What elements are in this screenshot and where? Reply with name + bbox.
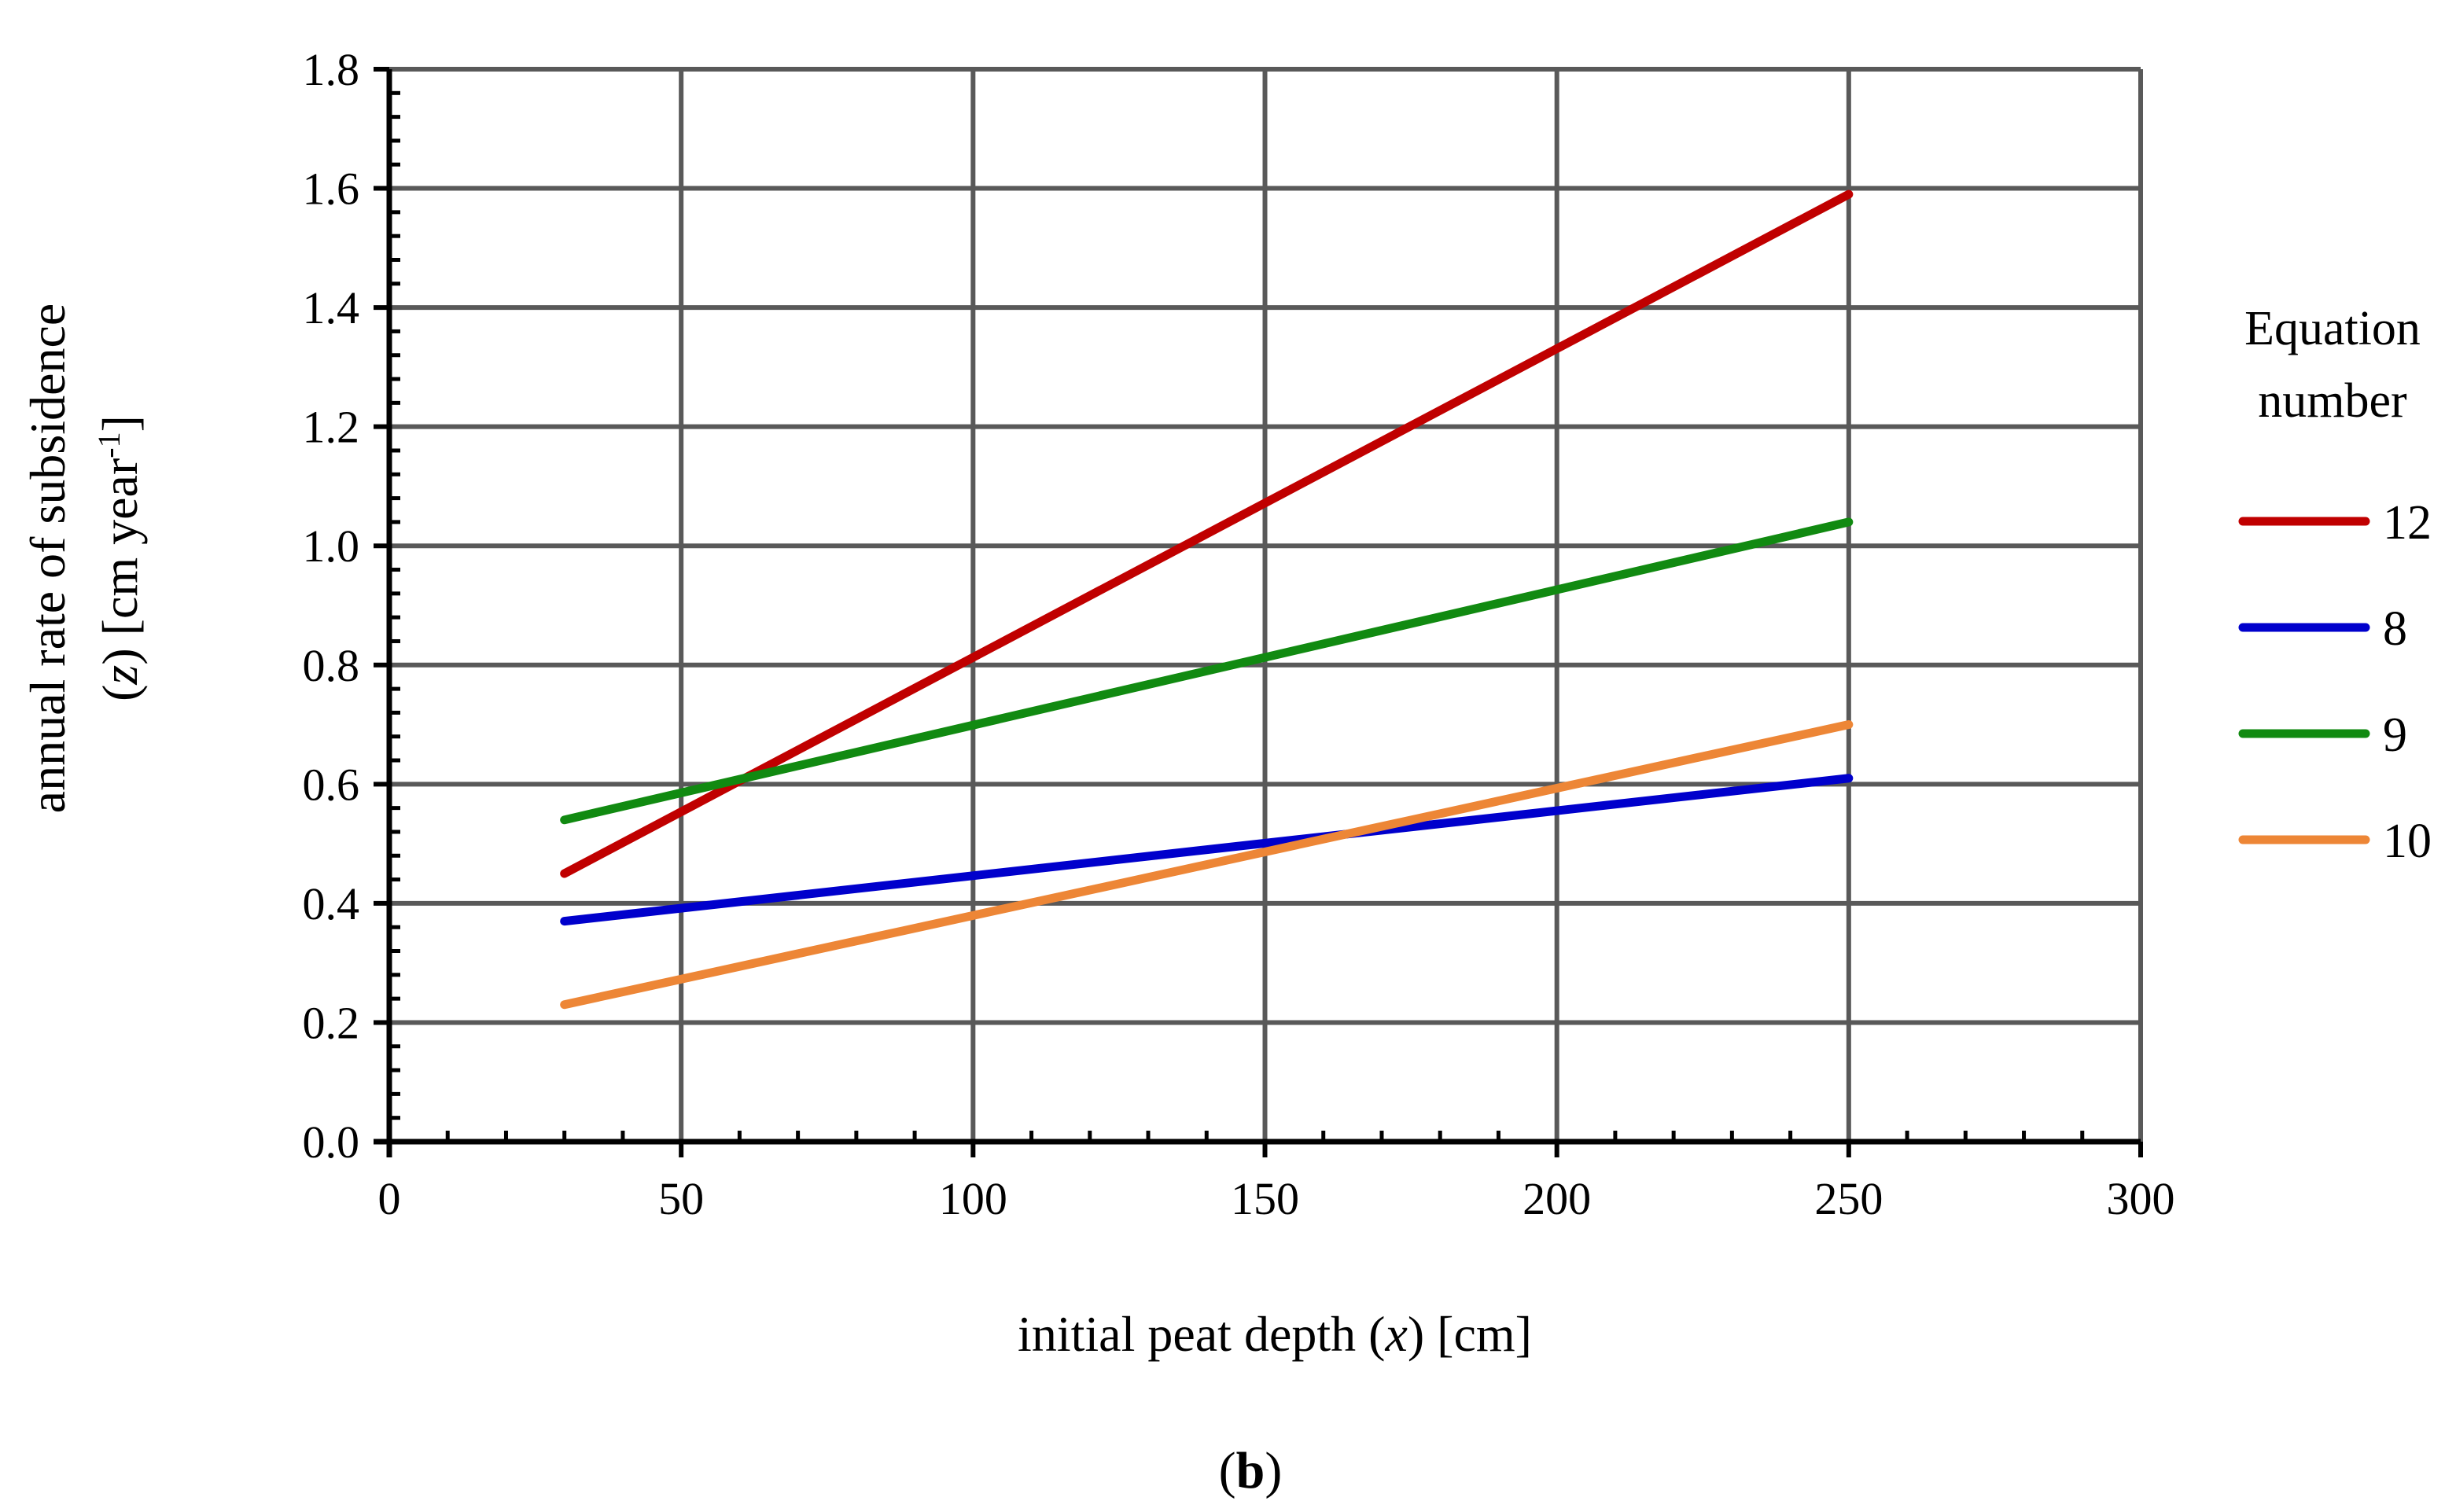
y-axis-title-line2: (z) [cm year-1]	[91, 415, 149, 701]
x-tick-label: 200	[1523, 1173, 1591, 1224]
y-tick-label: 1.2	[303, 402, 360, 453]
legend: Equation number 12 8 9 10	[2238, 302, 2432, 868]
x-axis-title: initial peat depth (x) [cm]	[1018, 1306, 1532, 1362]
series-line-12	[560, 189, 1854, 878]
gridlines	[389, 67, 2143, 1142]
y-axis-title-line1: annual rate of subsidence	[20, 304, 75, 814]
panel-label-close: )	[1265, 1442, 1282, 1499]
y-axis-title-open: (	[92, 685, 148, 701]
legend-label-12: 12	[2383, 496, 2432, 550]
y-tick-label: 0.0	[303, 1117, 360, 1168]
x-axis-title-variable: x	[1384, 1306, 1407, 1362]
series-line-10	[560, 720, 1854, 1010]
panel-label-letter: b	[1236, 1442, 1265, 1499]
legend-label-9: 9	[2383, 708, 2407, 762]
y-tick-labels: 0.0 0.2 0.4 0.6 0.8 1.0 1.2 1.4 1.6 1.8	[303, 44, 360, 1168]
panel-label: (b)	[1219, 1442, 1283, 1499]
legend-label-10: 10	[2383, 815, 2432, 868]
minor-ticks	[389, 90, 2085, 1142]
series-lines	[560, 189, 1854, 1010]
legend-title-line2: number	[2258, 374, 2407, 428]
legend-title-line1: Equation	[2244, 302, 2421, 355]
x-tick-label: 150	[1231, 1173, 1299, 1224]
panel-label-open: (	[1219, 1442, 1236, 1499]
y-tick-label: 0.8	[303, 640, 360, 691]
y-tick-label: 0.2	[303, 997, 360, 1048]
y-tick-label: 0.4	[303, 878, 360, 929]
x-tick-label: 50	[658, 1173, 704, 1224]
y-axis-title-close: ]	[92, 415, 148, 432]
y-tick-label: 1.6	[303, 164, 360, 215]
y-axis-title-exponent: -1	[91, 432, 127, 458]
y-axis-title-variable: z	[92, 665, 148, 686]
x-tick-labels: 0 50 100 150 200 250 300	[378, 1173, 2175, 1224]
x-tick-label: 250	[1814, 1173, 1883, 1224]
x-tick-label: 300	[2107, 1173, 2175, 1224]
y-tick-label: 1.8	[303, 44, 360, 95]
x-tick-label: 0	[378, 1173, 401, 1224]
y-tick-label: 1.0	[303, 521, 360, 572]
y-tick-label: 1.4	[303, 282, 360, 333]
y-tick-label: 0.6	[303, 759, 360, 810]
x-axis-title-prefix: initial peat depth (	[1018, 1306, 1385, 1362]
legend-items: 12 8 9 10	[2238, 496, 2432, 868]
y-axis-title: annual rate of subsidence (z) [cm year-1…	[20, 304, 148, 814]
legend-label-8: 8	[2383, 602, 2407, 656]
series-line-9	[560, 517, 1854, 825]
series-line-8	[560, 774, 1854, 926]
x-axis-title-suffix: ) [cm]	[1408, 1306, 1532, 1362]
x-tick-label: 100	[939, 1173, 1007, 1224]
y-axis-title-unit: ) [cm year	[92, 458, 148, 665]
